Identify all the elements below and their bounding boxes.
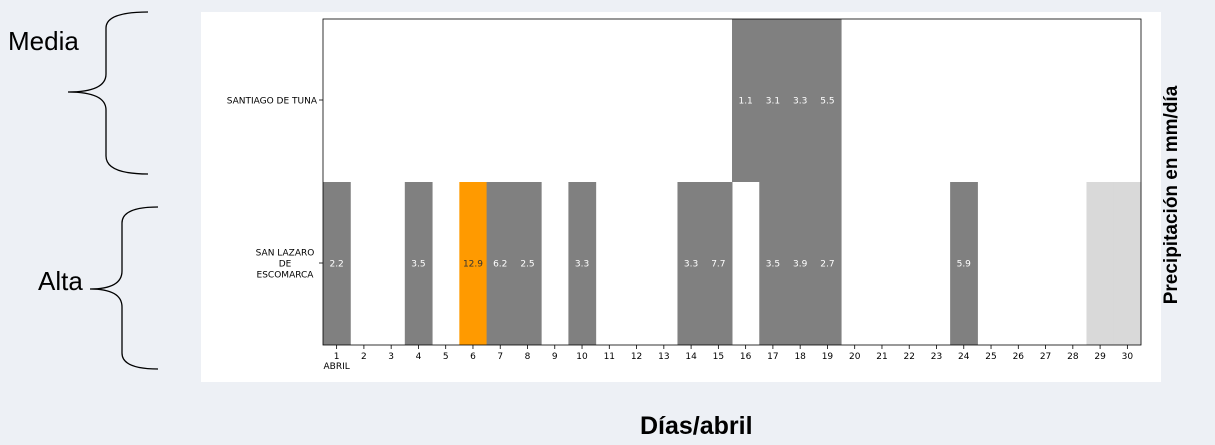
cell-value-label: 3.5	[766, 260, 780, 270]
cell-2-day-17	[759, 182, 788, 345]
cell-value-label: 6.2	[493, 260, 507, 270]
x-tick-label: 6	[470, 352, 476, 362]
x-tick-label: 25	[985, 352, 996, 362]
y-axis-label: Precipitación en mm/día	[1161, 85, 1182, 305]
cell-2-day-10	[568, 182, 597, 345]
cell-value-label: 3.1	[766, 97, 780, 107]
x-tick-label: 1	[334, 352, 340, 362]
cell-value-label: 7.7	[711, 260, 725, 270]
x-tick-label: 10	[576, 352, 588, 362]
x-tick-label: 12	[631, 352, 642, 362]
x-tick-label: 20	[849, 352, 861, 362]
cell-value-label: 3.3	[684, 260, 698, 270]
cell-value-label: 3.3	[793, 97, 807, 107]
category-label-alta: Alta	[38, 266, 83, 296]
x-month-label: ABRIL	[324, 362, 350, 372]
cell-1-day-18	[786, 19, 815, 182]
x-tick-label: 26	[1013, 352, 1025, 362]
cell-value-label: 3.3	[575, 260, 589, 270]
cell-value-label: 5.9	[957, 260, 972, 270]
cell-2-day-18	[786, 182, 815, 345]
cell-1-day-16	[732, 19, 760, 182]
y-tick-label: SAN LAZARO DE ESCOMARCA	[256, 249, 315, 281]
cell-value-label: 1.1	[738, 97, 752, 107]
cell-value-label: 2.5	[520, 260, 534, 270]
x-tick-label: 17	[767, 352, 778, 362]
x-tick-label: 23	[931, 352, 942, 362]
plot-frame	[322, 18, 1142, 346]
x-tick-label: 14	[685, 352, 697, 362]
x-tick-label: 29	[1094, 352, 1106, 362]
x-tick-label: 19	[822, 352, 834, 362]
cell-1-day-19	[813, 19, 842, 182]
cell-value-label: 2.7	[820, 260, 834, 270]
x-tick-label: 21	[876, 352, 887, 362]
x-tick-label: 13	[658, 352, 669, 362]
cell-2-day-30	[1113, 182, 1142, 345]
cell-value-label: 3.9	[793, 260, 808, 270]
cell-1-day-17	[759, 19, 788, 182]
x-tick-label: 27	[1040, 352, 1051, 362]
cell-2-day-7	[486, 182, 515, 345]
x-tick-label: 3	[388, 352, 394, 362]
cell-2-day-24	[950, 182, 978, 345]
x-tick-label: 2	[361, 352, 367, 362]
x-tick-label: 8	[525, 352, 531, 362]
cell-2-day-14	[677, 182, 706, 345]
cell-2-day-4	[404, 182, 433, 345]
cell-2-day-15	[704, 182, 733, 345]
x-tick-label: 28	[1067, 352, 1079, 362]
y-tick-label: SANTIAGO DE TUNA	[227, 97, 318, 107]
x-axis-label: Días/abril	[640, 412, 753, 440]
x-tick-label: 22	[904, 352, 915, 362]
x-tick-label: 5	[443, 352, 449, 362]
x-tick-label: 15	[713, 352, 724, 362]
cell-2-day-1	[323, 182, 351, 345]
x-tick-label: 24	[958, 352, 970, 362]
x-tick-label: 9	[552, 352, 558, 362]
x-tick-label: 18	[794, 352, 806, 362]
category-label-media: Media	[8, 26, 79, 56]
cell-2-day-6	[459, 182, 488, 345]
cell-value-label: 3.5	[411, 260, 425, 270]
brace-media-icon	[67, 11, 149, 175]
x-tick-label: 7	[497, 352, 503, 362]
x-tick-label: 30	[1122, 352, 1134, 362]
x-tick-label: 4	[416, 352, 422, 362]
brace-alta-icon	[89, 206, 159, 370]
x-tick-label: 16	[740, 352, 752, 362]
cell-value-label: 2.2	[329, 260, 343, 270]
x-tick-label: 11	[604, 352, 615, 362]
cell-value-label: 12.9	[463, 260, 483, 270]
cell-2-day-19	[813, 182, 842, 345]
cell-2-day-29	[1086, 182, 1115, 345]
cell-2-day-8	[513, 182, 542, 345]
cell-value-label: 5.5	[820, 97, 834, 107]
